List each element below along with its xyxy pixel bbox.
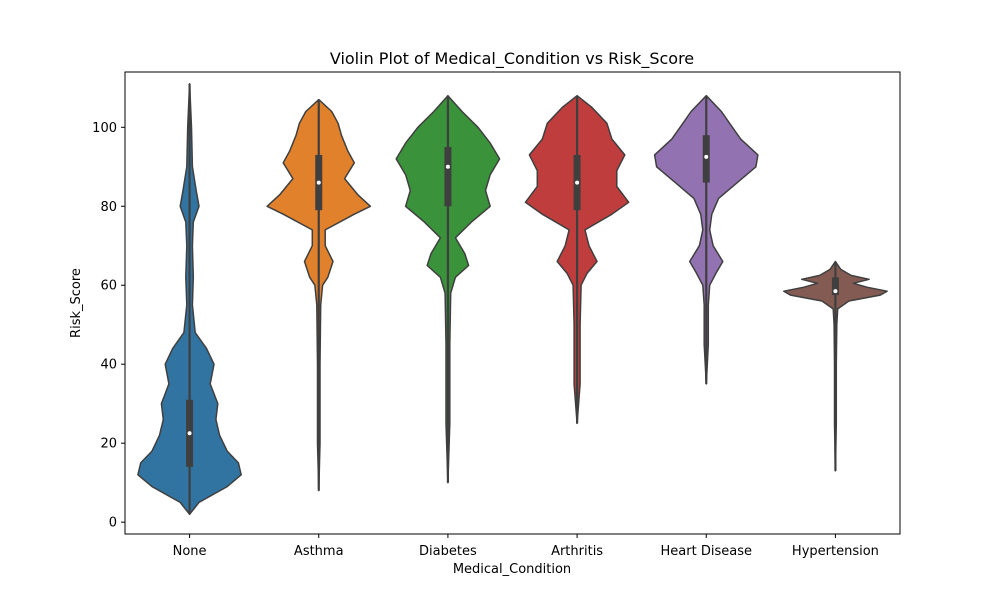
violin-median-point <box>575 180 580 185</box>
violin-iqr-box <box>444 147 452 207</box>
y-tick-label: 0 <box>109 516 117 531</box>
y-axis: 0 20 40 60 80 100 <box>92 121 125 531</box>
x-tick-label: Asthma <box>294 544 344 559</box>
violin-median-point <box>833 289 838 294</box>
x-tick-label: Hypertension <box>792 544 879 559</box>
x-axis: None Asthma Diabetes Arthritis Heart Disease… <box>173 534 879 559</box>
y-tick-label: 100 <box>92 121 117 136</box>
violin-arthritis <box>524 94 630 425</box>
x-tick-label: Heart Disease <box>661 544 752 559</box>
violin-median-point <box>187 431 192 436</box>
violin-median-point <box>316 180 321 185</box>
violin-iqr-box <box>831 277 839 296</box>
violin-median-point <box>704 154 709 159</box>
violin-none <box>137 83 242 516</box>
violin-median-point <box>445 164 450 169</box>
chart-title: Violin Plot of Medical_Condition vs Risk… <box>330 49 694 69</box>
plot-frame <box>124 71 901 535</box>
violin-hypertension <box>783 260 888 472</box>
violins <box>137 83 888 516</box>
x-tick-label: Diabetes <box>419 544 477 559</box>
violin-asthma <box>266 98 372 492</box>
y-tick-label: 40 <box>100 358 117 373</box>
x-tick-label: None <box>173 544 207 559</box>
x-axis-label: Medical_Condition <box>453 562 571 577</box>
violin-diabetes <box>395 94 501 484</box>
violin-heart-disease <box>653 94 759 385</box>
y-tick-label: 80 <box>100 200 117 215</box>
y-axis-label: Risk_Score <box>69 268 84 338</box>
y-tick-label: 20 <box>100 437 117 452</box>
y-tick-label: 60 <box>100 279 117 294</box>
x-tick-label: Arthritis <box>551 544 603 559</box>
